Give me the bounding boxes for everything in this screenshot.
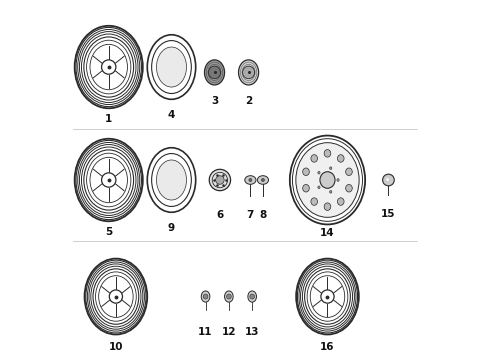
Text: 6: 6 (216, 211, 223, 220)
Text: 5: 5 (105, 227, 112, 237)
Text: 15: 15 (381, 210, 396, 219)
Ellipse shape (248, 291, 256, 302)
Ellipse shape (320, 172, 335, 188)
Text: 8: 8 (259, 211, 267, 220)
Text: 14: 14 (320, 228, 335, 238)
Ellipse shape (303, 184, 309, 192)
Text: 4: 4 (168, 110, 175, 120)
Text: 16: 16 (320, 342, 335, 352)
Ellipse shape (262, 179, 265, 181)
Ellipse shape (249, 179, 252, 181)
Ellipse shape (208, 66, 220, 79)
Text: 10: 10 (109, 342, 123, 352)
Ellipse shape (338, 155, 344, 162)
Ellipse shape (243, 66, 255, 79)
Text: 2: 2 (245, 96, 252, 106)
Text: 9: 9 (168, 223, 175, 233)
Ellipse shape (156, 160, 187, 200)
Ellipse shape (203, 294, 208, 299)
Text: 7: 7 (246, 211, 254, 220)
Ellipse shape (226, 294, 231, 299)
Ellipse shape (201, 291, 210, 302)
Ellipse shape (250, 294, 254, 299)
Ellipse shape (324, 203, 331, 211)
Ellipse shape (337, 179, 339, 181)
Text: 12: 12 (221, 327, 236, 337)
Ellipse shape (311, 155, 318, 162)
Ellipse shape (345, 168, 352, 176)
Ellipse shape (311, 198, 318, 205)
Ellipse shape (318, 171, 320, 174)
Ellipse shape (330, 167, 332, 170)
Ellipse shape (156, 47, 187, 87)
Ellipse shape (330, 190, 332, 193)
Text: 13: 13 (245, 327, 259, 337)
Ellipse shape (303, 168, 309, 176)
Circle shape (209, 169, 231, 191)
Text: 1: 1 (105, 114, 112, 124)
Circle shape (216, 176, 224, 184)
Ellipse shape (345, 184, 352, 192)
Ellipse shape (245, 176, 256, 184)
Circle shape (383, 174, 394, 186)
Ellipse shape (239, 60, 259, 85)
Ellipse shape (296, 143, 359, 217)
Ellipse shape (338, 198, 344, 205)
Text: 11: 11 (198, 327, 213, 337)
Ellipse shape (204, 60, 224, 85)
Ellipse shape (224, 291, 233, 302)
Text: 3: 3 (211, 96, 218, 106)
Ellipse shape (324, 149, 331, 157)
Ellipse shape (257, 176, 269, 184)
Ellipse shape (318, 186, 320, 189)
